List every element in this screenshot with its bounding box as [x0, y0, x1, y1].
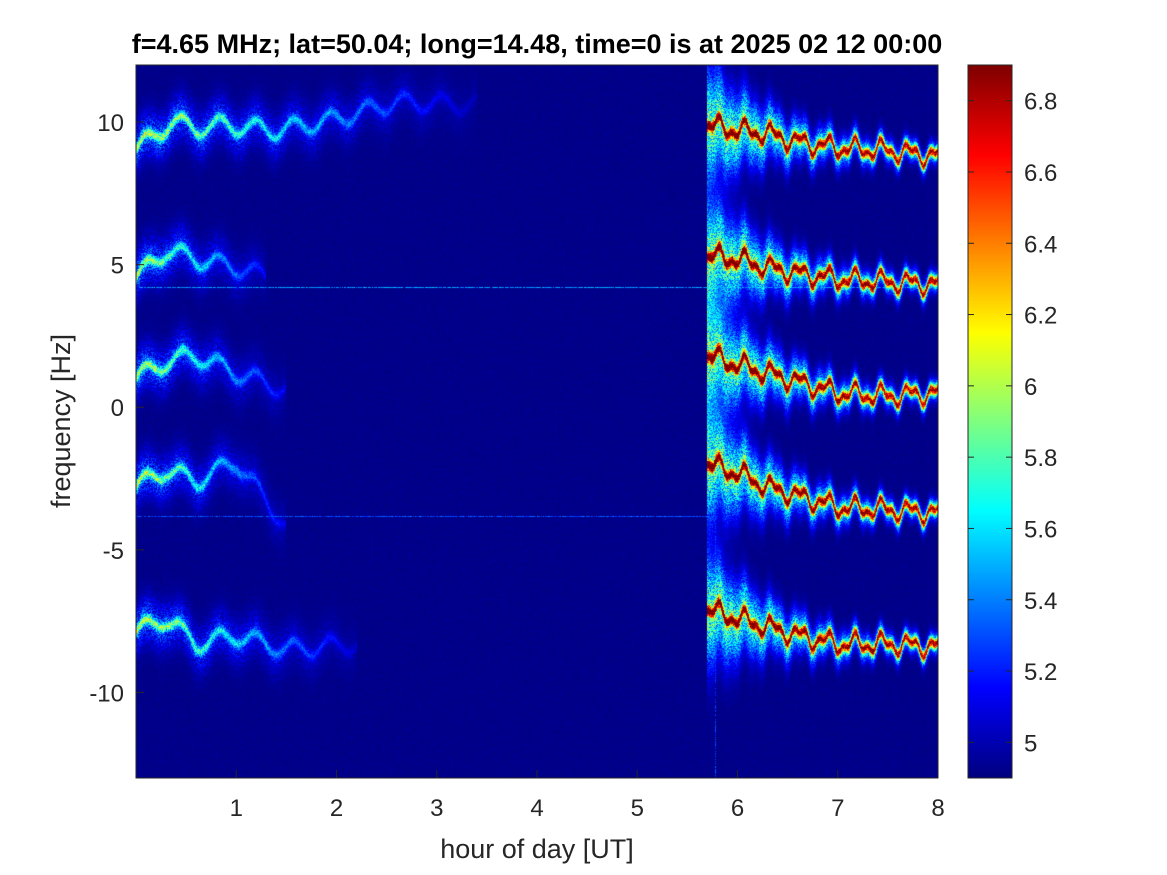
x-tick-label: 8 — [931, 795, 944, 822]
x-tick-label: 3 — [430, 795, 443, 822]
colorbar-tick-label: 6.4 — [1024, 231, 1057, 258]
colorbar-tick-label: 6.8 — [1024, 89, 1057, 116]
x-axis: 1 2 3 4 5 6 7 8 — [230, 770, 945, 822]
y-tick-label: -10 — [89, 680, 124, 707]
chart-title: f=4.65 MHz; lat=50.04; long=14.48, time=… — [132, 29, 942, 59]
y-tick-label: 0 — [111, 395, 124, 422]
y-tick-label: -5 — [103, 538, 124, 565]
colorbar-canvas — [968, 65, 1012, 778]
x-tick-label: 6 — [731, 795, 744, 822]
colorbar-tick-label: 5.4 — [1024, 588, 1057, 615]
colorbar-tick-label: 6 — [1024, 374, 1037, 401]
colorbar-frame — [967, 64, 1013, 779]
y-axis-label: frequency [Hz] — [46, 334, 76, 508]
spectrogram-plot-area — [135, 64, 939, 779]
colorbar-tick-label: 5.6 — [1024, 516, 1057, 543]
colorbar-tick-label: 5 — [1024, 730, 1037, 757]
y-axis: 10 5 0 -5 -10 — [89, 110, 144, 707]
x-tick-label: 5 — [631, 795, 644, 822]
colorbar-tick-label: 5.2 — [1024, 659, 1057, 686]
colorbar-tick-label: 6.6 — [1024, 160, 1057, 187]
y-tick-label: 10 — [97, 110, 124, 137]
x-tick-label: 7 — [831, 795, 844, 822]
x-tick-label: 4 — [530, 795, 543, 822]
y-tick-label: 5 — [111, 253, 124, 280]
colorbar-ticks: 6.8 6.6 6.4 6.2 6 5.8 5.6 5.4 5.2 5 — [968, 89, 1057, 757]
x-axis-label: hour of day [UT] — [440, 834, 634, 864]
x-tick-label: 1 — [230, 795, 243, 822]
colorbar-tick-label: 5.8 — [1024, 445, 1057, 472]
x-tick-label: 2 — [330, 795, 343, 822]
colorbar: 6.8 6.6 6.4 6.2 6 5.8 5.6 5.4 5.2 5 — [967, 64, 1057, 779]
heatmap-canvas — [136, 65, 938, 778]
colorbar-tick-label: 6.2 — [1024, 303, 1057, 330]
